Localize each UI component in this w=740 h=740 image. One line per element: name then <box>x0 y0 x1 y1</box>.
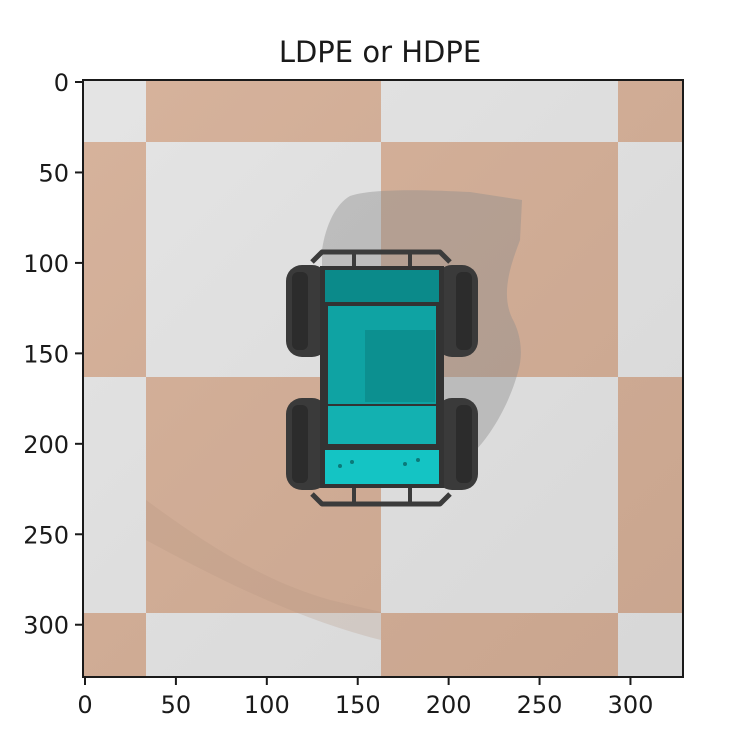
x-tick-label: 250 <box>517 691 563 719</box>
front-left-wheel <box>286 265 328 357</box>
x-tick-label: 50 <box>161 691 192 719</box>
y-tick-label: 50 <box>38 159 69 187</box>
y-tick-label: 300 <box>23 612 69 640</box>
robot-car <box>286 249 478 507</box>
x-tick-label: 150 <box>335 691 381 719</box>
y-tick-label: 0 <box>54 69 69 97</box>
y-tick-label: 250 <box>23 521 69 549</box>
x-tick-label: 0 <box>77 691 92 719</box>
y-tick-label: 200 <box>23 431 69 459</box>
y-tick-label: 100 <box>23 250 69 278</box>
rear-left-wheel <box>286 398 328 490</box>
x-axis-ticks: 0 50 100 150 200 250 300 <box>77 677 653 719</box>
axes-frame <box>82 79 684 678</box>
y-axis-ticks: 0 50 100 150 200 250 300 <box>23 69 83 640</box>
x-tick-label: 200 <box>426 691 472 719</box>
x-tick-label: 100 <box>244 691 290 719</box>
rear-right-wheel <box>436 398 478 490</box>
front-right-wheel <box>436 265 478 357</box>
scene-image <box>83 80 683 677</box>
plot-title: LDPE or HDPE <box>279 35 481 69</box>
y-tick-label: 150 <box>23 340 69 368</box>
x-tick-label: 300 <box>608 691 654 719</box>
